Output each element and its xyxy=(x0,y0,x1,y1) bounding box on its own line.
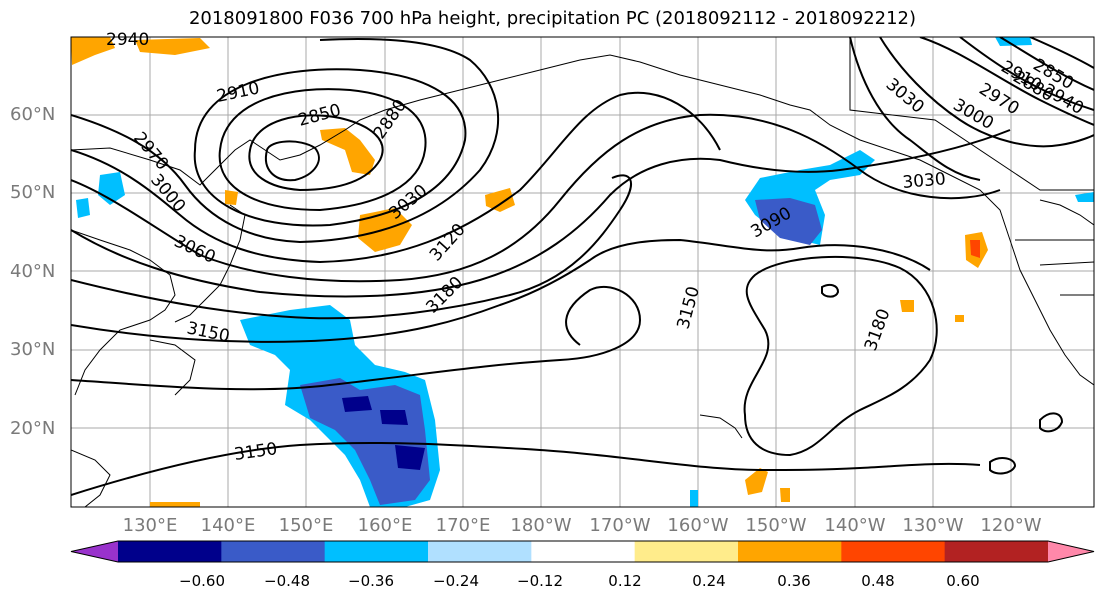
height-contours xyxy=(71,37,1094,496)
colorbar-segment xyxy=(118,541,222,562)
map-title: 2018091800 F036 700 hPa height, precipit… xyxy=(188,8,917,29)
lat-label: 40°N xyxy=(10,261,56,282)
colorbar-segment xyxy=(531,541,636,562)
lat-label: 60°N xyxy=(10,104,56,125)
colorbar-extend-high xyxy=(1048,541,1094,562)
colorbar-tick-label: 0.60 xyxy=(946,572,980,590)
lon-label: 180°W xyxy=(510,515,572,536)
contour-label: 2940 xyxy=(106,30,149,50)
colorbar-segment xyxy=(944,541,1049,562)
colorbar-segment xyxy=(221,541,326,562)
colorbar xyxy=(70,540,1095,563)
lon-label: 170°E xyxy=(435,515,491,536)
colorbar-tick-label: 0.36 xyxy=(777,572,811,590)
colorbar-tick-label: 0.48 xyxy=(861,572,895,590)
map-frame xyxy=(70,36,1095,508)
lon-label: 150°W xyxy=(745,515,807,536)
colorbar-tick-label: −0.12 xyxy=(517,572,563,590)
colorbar-tick-label: 0.24 xyxy=(692,572,726,590)
colorbar-extend-low xyxy=(71,541,118,562)
lon-label: 130°W xyxy=(902,515,964,536)
lat-label: 20°N xyxy=(10,418,56,439)
colorbar-segment xyxy=(428,541,532,562)
lon-label: 170°W xyxy=(589,515,651,536)
colorbar-tick-label: −0.36 xyxy=(348,572,394,590)
colorbar-tick-label: −0.60 xyxy=(179,572,225,590)
lon-label: 160°E xyxy=(357,515,413,536)
lat-label: 30°N xyxy=(10,339,56,360)
lon-label: 140°W xyxy=(824,515,886,536)
negative-precip-anomaly xyxy=(76,37,1094,507)
colorbar-tick-label: 0.12 xyxy=(608,572,642,590)
lon-label: 160°W xyxy=(667,515,729,536)
colorbar-tick-label: −0.24 xyxy=(433,572,479,590)
lon-label: 150°E xyxy=(278,515,334,536)
colorbar-segment xyxy=(634,541,739,562)
lon-label: 120°W xyxy=(980,515,1042,536)
colorbar-segment xyxy=(841,541,946,562)
contour-label: 3030 xyxy=(902,169,947,193)
colorbar-segment xyxy=(324,541,429,562)
colorbar-segment xyxy=(738,541,842,562)
map-area xyxy=(71,37,1094,507)
colorbar-tick-label: −0.48 xyxy=(264,572,310,590)
colorbar-outline xyxy=(70,540,1095,563)
coastlines xyxy=(71,37,1094,507)
lon-label: 140°E xyxy=(200,515,256,536)
lat-label: 50°N xyxy=(10,182,56,203)
lon-label: 130°E xyxy=(122,515,178,536)
